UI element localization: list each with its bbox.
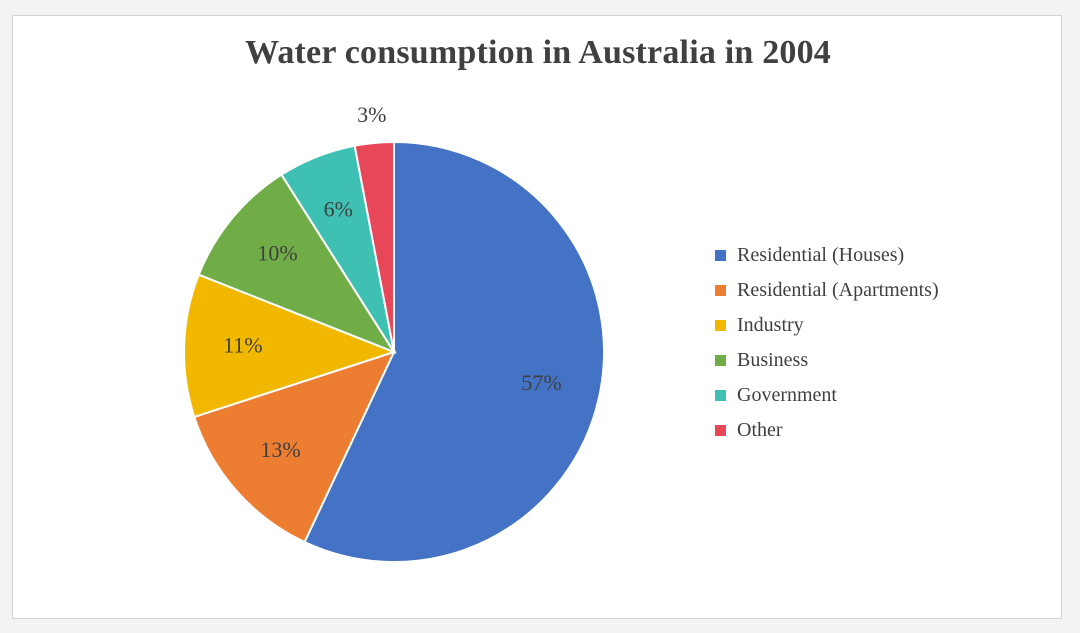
legend: Residential (Houses) Residential (Apartm… (715, 238, 939, 448)
chart-area: Water consumption in Australia in 2004 5… (12, 15, 1062, 619)
legend-swatch (715, 250, 726, 261)
legend-label: Residential (Apartments) (737, 279, 939, 301)
data-label-government: 6% (324, 196, 353, 221)
legend-swatch (715, 355, 726, 366)
legend-label: Business (737, 349, 809, 371)
legend-swatch (715, 390, 726, 401)
pie-chart: 57% 13% 11% 10% 6% 3% (183, 102, 605, 563)
data-label-business: 10% (257, 241, 297, 266)
data-label-other: 3% (357, 102, 386, 127)
pie-slice-business (197, 173, 397, 355)
pie-slice-residential-houses (303, 140, 605, 563)
data-label-residential-houses: 57% (521, 370, 561, 395)
pie-slice-residential-apartments (193, 350, 396, 544)
pie-slice-other (353, 140, 395, 353)
legend-label: Government (737, 384, 837, 406)
chart-title: Water consumption in Australia in 2004 (245, 34, 831, 71)
legend-item-business: Business (715, 343, 939, 378)
legend-swatch (715, 425, 726, 436)
legend-label: Industry (737, 314, 804, 336)
legend-item-residential-houses: Residential (Houses) (715, 238, 939, 273)
legend-label: Other (737, 419, 783, 441)
legend-item-residential-apartments: Residential (Apartments) (715, 273, 939, 308)
legend-swatch (715, 320, 726, 331)
pie-slice-industry (183, 273, 397, 419)
legend-swatch (715, 285, 726, 296)
legend-item-other: Other (715, 413, 939, 448)
legend-item-government: Government (715, 378, 939, 413)
data-label-residential-apartments: 13% (260, 437, 300, 462)
data-label-industry: 11% (223, 332, 263, 357)
legend-label: Residential (Houses) (737, 244, 905, 266)
legend-item-industry: Industry (715, 308, 939, 343)
